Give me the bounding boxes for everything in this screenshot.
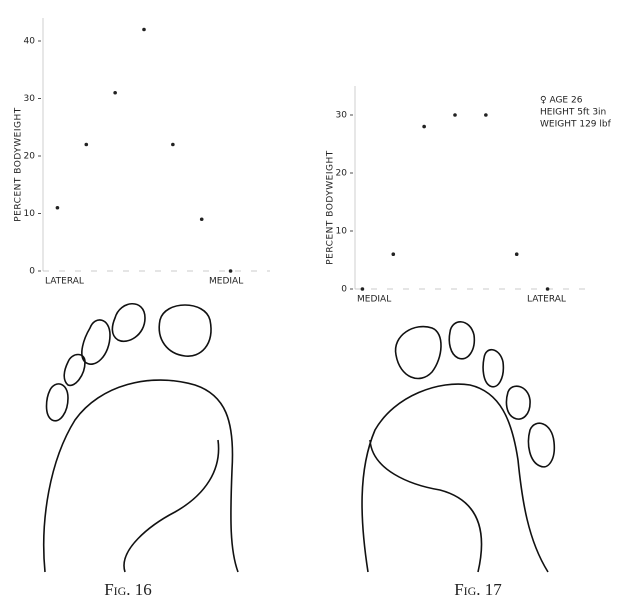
figure-caption: Fig. 17 [454, 580, 502, 599]
point [545, 287, 550, 291]
y-axis-label: PERCENT BODYWEIGHT [326, 150, 336, 265]
x-start-label: LATERAL [45, 277, 84, 287]
y-tick-label: 30 [24, 94, 36, 104]
point [199, 217, 204, 222]
y-tick-label: 0 [341, 285, 347, 295]
x-end-label: LATERAL [527, 295, 566, 305]
y-tick-label: 30 [336, 111, 348, 121]
point [55, 205, 60, 210]
point [142, 27, 146, 32]
y-tick-label: 0 [29, 267, 35, 277]
y-axis-label: PERCENT BODYWEIGHT [14, 107, 24, 222]
annotation: WEIGHT 129 lbf [540, 120, 612, 130]
point [484, 113, 488, 117]
y-tick-label: 10 [24, 209, 36, 219]
point [514, 252, 519, 256]
annotation: HEIGHT 5ft 3in [540, 108, 606, 118]
figure-caption: Fig. 16 [104, 580, 152, 599]
x-start-label: MEDIAL [357, 295, 391, 305]
y-tick-label: 20 [336, 169, 348, 179]
x-end-label: MEDIAL [209, 277, 243, 287]
foot-outline-17 [361, 321, 556, 573]
point [113, 90, 117, 95]
y-tick-label: 40 [24, 37, 36, 47]
point [360, 287, 365, 291]
annotation: ♀ AGE 26 [540, 96, 583, 106]
point [228, 269, 233, 273]
point [422, 124, 426, 129]
point [171, 142, 175, 147]
y-tick-label: 10 [336, 227, 348, 237]
foot-outline-16 [42, 302, 239, 573]
y-tick-label: 20 [24, 152, 36, 162]
point [391, 252, 396, 256]
point [84, 142, 89, 147]
point [453, 113, 457, 117]
